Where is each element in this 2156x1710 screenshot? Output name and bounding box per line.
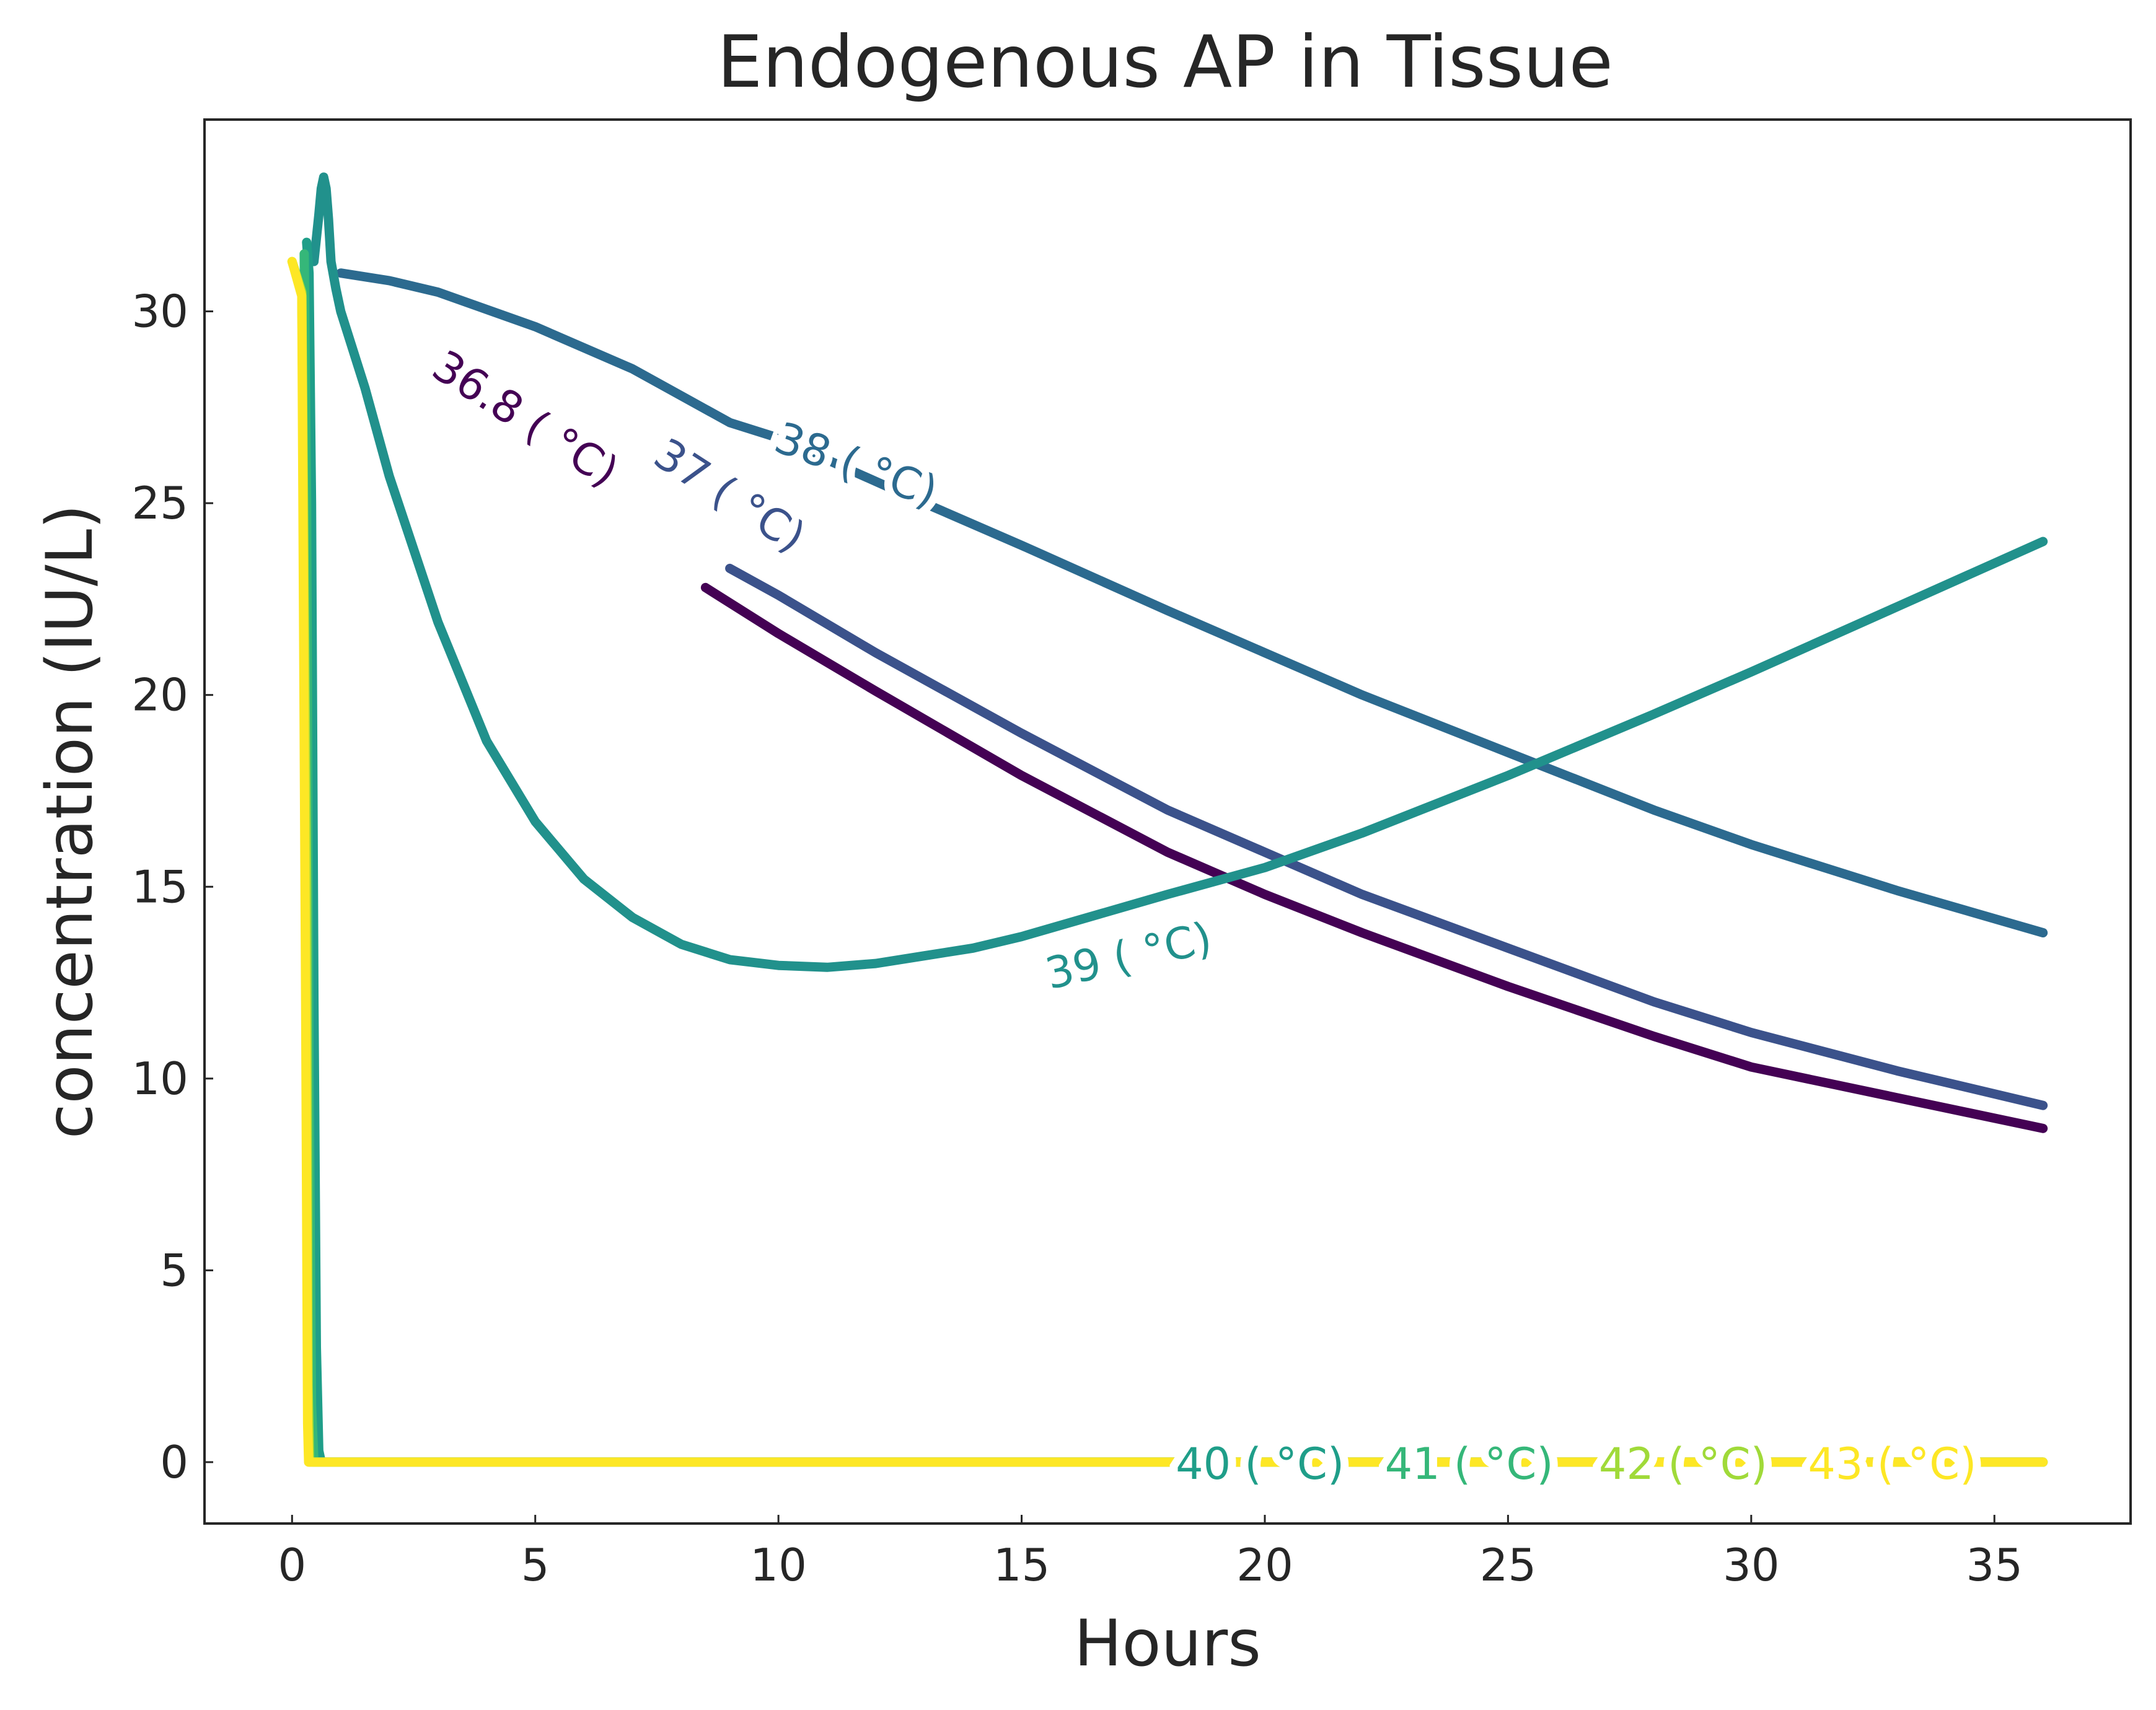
series-line [336, 268, 2048, 937]
y-tick-label: 10 [131, 1053, 188, 1105]
chart-title: Endogenous AP in Tissue [717, 20, 1613, 104]
curve-label: 42 ( °C) [1591, 1431, 1775, 1497]
curve-label: 38 ( °C) [760, 404, 953, 525]
x-tick-label: 10 [750, 1539, 807, 1591]
curve-label-text: 41 ( °C) [1385, 1439, 1554, 1489]
y-axis-label: concentration (IU/L) [33, 504, 107, 1139]
y-tick-label: 15 [131, 861, 188, 913]
x-tick-label: 5 [521, 1539, 550, 1591]
curve-label: 41 ( °C) [1377, 1431, 1562, 1497]
x-axis: 0 5 10 15 20 25 30 35 [278, 1515, 2023, 1591]
x-tick-label: 0 [278, 1539, 306, 1591]
curves-group [287, 172, 2048, 1467]
y-tick-label: 30 [131, 286, 188, 338]
curve-label-text: 38 ( °C) [768, 412, 944, 517]
x-tick-label: 20 [1236, 1539, 1293, 1591]
curve-label: 43 ( °C) [1800, 1431, 1984, 1497]
x-tick-label: 35 [1966, 1539, 2023, 1591]
x-tick-label: 30 [1723, 1539, 1780, 1591]
y-tick-label: 5 [160, 1244, 188, 1296]
curve-label-text: 42 ( °C) [1599, 1439, 1767, 1489]
y-tick-label: 20 [131, 669, 188, 721]
curve-label: 36.8 ( °C) [416, 332, 636, 505]
series-line [287, 256, 2048, 1467]
x-tick-label: 15 [993, 1539, 1050, 1591]
curve-label-text: 36.8 ( °C) [424, 340, 628, 497]
series-line [309, 172, 2048, 972]
series-line [725, 563, 2048, 1110]
curve-labels-group: 36.8 ( °C) 37 ( °C)38 ( °C)39 ( °C)40 ( °… [416, 332, 1985, 1497]
curve-label: 40 ( °C) [1168, 1431, 1352, 1497]
series-line [700, 582, 2048, 1133]
x-tick-label: 25 [1480, 1539, 1537, 1591]
plot-frame [203, 118, 2132, 1525]
curve-label-text: 40 ( °C) [1176, 1439, 1344, 1489]
y-tick-label: 0 [160, 1436, 188, 1488]
y-tick-label: 25 [131, 477, 188, 529]
curve-label-text: 43 ( °C) [1808, 1439, 1976, 1489]
x-axis-label: Hours [1074, 1607, 1261, 1681]
y-axis: 0 5 10 15 20 25 30 [131, 286, 213, 1488]
